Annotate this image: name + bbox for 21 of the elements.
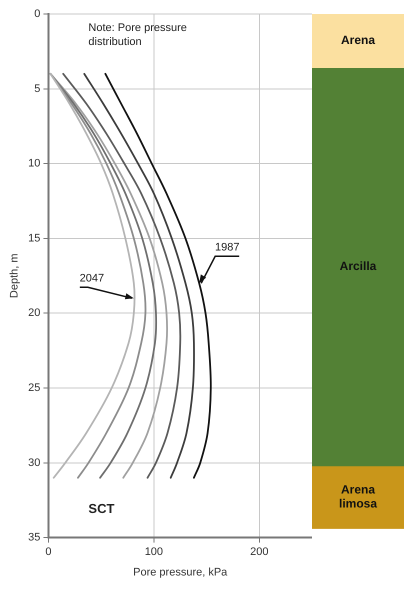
series-label: Arena	[340, 33, 376, 48]
y-tick-label: 35	[28, 532, 40, 544]
y-tick-label: 5	[34, 82, 40, 95]
annotation: SCT	[88, 501, 114, 516]
y-axis-title: Depth, m	[8, 253, 21, 298]
y-tick-label: 0	[34, 8, 40, 20]
x-tick-label: 100	[144, 546, 164, 558]
y-tick-label: 20	[28, 307, 40, 320]
x-tick-label: 0	[45, 546, 52, 558]
annotation: 2047	[80, 272, 104, 284]
series-label: Arcilla	[340, 259, 377, 274]
annotation: Note: Pore pressure distribution	[88, 22, 187, 48]
annotation: 1987	[214, 241, 240, 254]
x-tick-label: 200	[250, 546, 268, 558]
y-tick-label: 25	[28, 382, 40, 394]
line-series	[62, 72, 182, 479]
y-tick-label: 30	[28, 456, 40, 469]
y-tick-label: 10	[28, 158, 40, 170]
y-tick-label: 15	[28, 232, 40, 244]
x-axis-title: Pore pressure, kPa	[133, 566, 228, 578]
series-label: Arena limosa	[338, 482, 378, 511]
